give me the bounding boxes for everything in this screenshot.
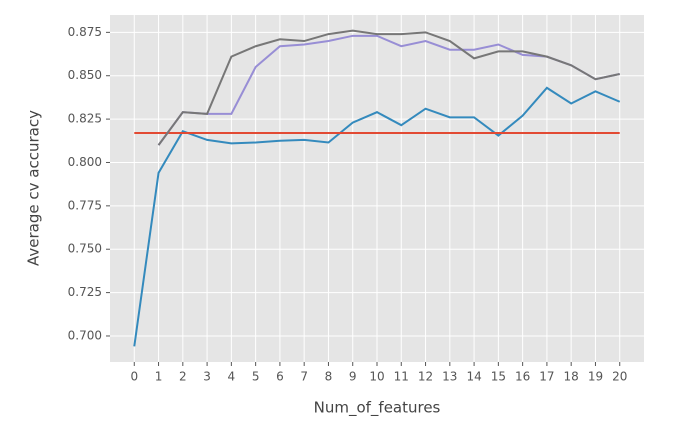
x-tick-label: 10 <box>369 370 384 384</box>
y-tick-label: 0.800 <box>68 155 102 169</box>
x-tick-label: 14 <box>466 370 481 384</box>
x-tick-label: 4 <box>228 370 236 384</box>
x-tick-label: 9 <box>349 370 357 384</box>
x-tick-label: 6 <box>276 370 284 384</box>
y-tick-label: 0.825 <box>68 112 102 126</box>
y-tick-label: 0.700 <box>68 328 102 342</box>
series-line <box>157 29 620 146</box>
x-tick-label: 13 <box>442 370 457 384</box>
x-tick-label: 5 <box>252 370 260 384</box>
x-tick-label: 8 <box>325 370 333 384</box>
x-tick-label: 11 <box>394 370 409 384</box>
x-tick-label: 16 <box>515 370 530 384</box>
x-tick-label: 19 <box>588 370 603 384</box>
x-tick-label: 2 <box>179 370 187 384</box>
y-tick-label: 0.725 <box>68 285 102 299</box>
x-tick-label: 18 <box>564 370 579 384</box>
x-tick-label: 7 <box>300 370 308 384</box>
x-axis-label: Num_of_features <box>314 399 441 418</box>
y-tick-label: 0.750 <box>68 242 102 256</box>
y-tick-label: 0.850 <box>68 68 102 82</box>
y-tick-label: 0.775 <box>68 198 102 212</box>
y-tick-label: 0.875 <box>68 25 102 39</box>
x-tick-label: 0 <box>130 370 138 384</box>
x-tick-label: 15 <box>491 370 506 384</box>
x-tick-label: 20 <box>612 370 627 384</box>
series-line <box>133 86 621 347</box>
x-tick-label: 12 <box>418 370 433 384</box>
x-tick-label: 3 <box>203 370 211 384</box>
y-axis-label: Average cv accuracy <box>25 110 43 266</box>
x-tick-label: 17 <box>539 370 554 384</box>
x-tick-label: 1 <box>155 370 163 384</box>
